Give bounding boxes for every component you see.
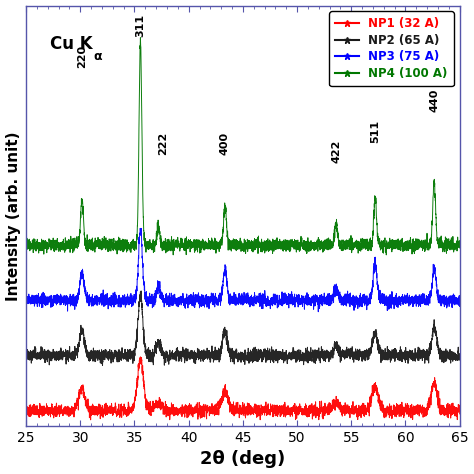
Text: 440: 440 (429, 88, 439, 112)
Y-axis label: Intensity (arb. unit): Intensity (arb. unit) (6, 131, 20, 301)
Text: 400: 400 (220, 132, 230, 155)
Text: α: α (93, 50, 102, 63)
Text: 311: 311 (136, 14, 146, 37)
Text: 422: 422 (331, 139, 341, 163)
Text: 511: 511 (370, 120, 380, 143)
Text: 222: 222 (158, 132, 168, 155)
X-axis label: 2θ (deg): 2θ (deg) (200, 450, 285, 468)
Legend: NP1 (32 A), NP2 (65 A), NP3 (75 A), NP4 (100 A): NP1 (32 A), NP2 (65 A), NP3 (75 A), NP4 … (329, 11, 454, 86)
Text: Cu K: Cu K (50, 35, 92, 53)
Text: 220: 220 (77, 46, 87, 68)
